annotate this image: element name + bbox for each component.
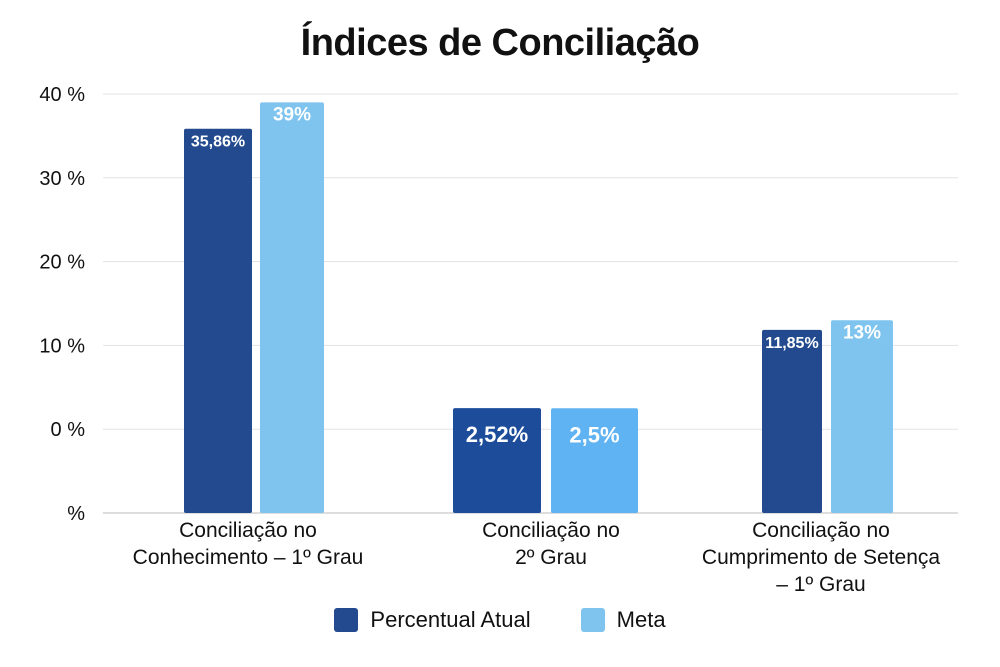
data-label: 11,85% — [765, 335, 818, 352]
bar-percentual-atual — [453, 408, 541, 513]
data-label: 2,5% — [569, 422, 619, 447]
x-tick-label: 2º Grau — [515, 546, 587, 569]
data-label: 2,52% — [466, 422, 528, 447]
data-label: 35,86% — [191, 134, 245, 151]
data-label: 13% — [843, 322, 881, 343]
bar-meta — [831, 320, 893, 513]
data-label: 39% — [273, 104, 311, 125]
y-tick-label: 20 % — [39, 252, 85, 274]
y-tick-label: 0 % — [51, 419, 86, 441]
chart-title: Índices de Conciliação — [300, 22, 700, 64]
x-tick-label: Conciliação no — [179, 519, 317, 542]
bar-percentual-atual — [762, 329, 822, 513]
legend-item-meta[interactable]: Meta — [580, 607, 666, 633]
legend-label: Meta — [616, 607, 666, 632]
bar-percentual-atual — [184, 128, 252, 513]
bar-meta — [260, 102, 324, 513]
x-tick-label: Conhecimento – 1º Grau — [133, 546, 364, 569]
legend-swatch-meta — [580, 608, 605, 632]
legend-swatch-percentual-atual — [334, 608, 359, 632]
legend: Percentual Atual Meta — [0, 607, 1000, 633]
legend-label: Percentual Atual — [370, 607, 531, 632]
bar-meta — [551, 408, 638, 513]
x-tick-label: Cumprimento de Setença — [702, 546, 940, 569]
y-tick-label: 10 % — [39, 335, 85, 357]
x-tick-label: – 1º Grau — [776, 573, 865, 596]
x-tick-label: Conciliação no — [752, 519, 890, 542]
y-tick-label: 40 % — [39, 84, 85, 106]
y-tick-label: 30 % — [39, 168, 85, 190]
x-tick-label: Conciliação no — [482, 519, 620, 542]
legend-item-percentual-atual[interactable]: Percentual Atual — [334, 607, 531, 633]
y-tick-label: % — [67, 503, 85, 525]
